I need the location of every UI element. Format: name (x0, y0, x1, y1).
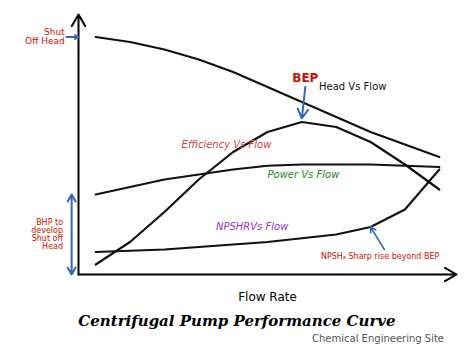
svg-text:BHP todevelopShut offHead: BHP todevelopShut offHead (31, 218, 63, 251)
svg-text:NPSHₐ Sharp rise beyond BEP: NPSHₐ Sharp rise beyond BEP (321, 252, 440, 261)
svg-text:Head Vs Flow: Head Vs Flow (319, 81, 386, 92)
html-text:Centrifugal Pump Performance C: Centrifugal Pump Performance Curve (78, 312, 396, 330)
svg-text:NPSHRVs Flow: NPSHRVs Flow (216, 221, 289, 232)
svg-text:Efficiency Vs Flow: Efficiency Vs Flow (182, 139, 273, 150)
html-text:Chemical Engineering Site: Chemical Engineering Site (312, 333, 444, 344)
svg-text:BEP: BEP (292, 71, 318, 85)
svg-text:Power Vs Flow: Power Vs Flow (268, 169, 341, 180)
svg-text:Flow Rate: Flow Rate (238, 290, 297, 304)
svg-text:ShutOff Head: ShutOff Head (25, 27, 65, 46)
